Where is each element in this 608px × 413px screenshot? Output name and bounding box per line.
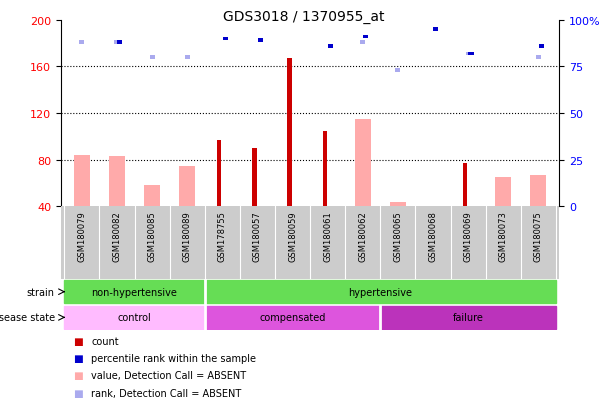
Bar bbox=[434, 28, 438, 32]
Text: GSM180089: GSM180089 bbox=[182, 211, 192, 261]
Bar bbox=[466, 52, 471, 56]
Text: count: count bbox=[91, 336, 119, 346]
Text: GSM180062: GSM180062 bbox=[358, 211, 367, 261]
Bar bbox=[539, 45, 544, 48]
Bar bbox=[328, 45, 333, 48]
Text: ■: ■ bbox=[73, 388, 83, 398]
Text: GSM180068: GSM180068 bbox=[429, 211, 438, 261]
Bar bbox=[150, 56, 154, 59]
Bar bbox=[536, 56, 541, 59]
Bar bbox=[323, 131, 326, 207]
Text: GSM180065: GSM180065 bbox=[393, 211, 402, 261]
Text: ■: ■ bbox=[73, 370, 83, 380]
Bar bbox=[355, 120, 371, 207]
Bar bbox=[205, 280, 556, 304]
Text: GSM180069: GSM180069 bbox=[463, 211, 472, 261]
Text: GDS3018 / 1370955_at: GDS3018 / 1370955_at bbox=[223, 10, 385, 24]
Text: percentile rank within the sample: percentile rank within the sample bbox=[91, 353, 256, 363]
Text: GSM178755: GSM178755 bbox=[218, 211, 227, 261]
Text: GSM180075: GSM180075 bbox=[534, 211, 543, 261]
Bar bbox=[109, 157, 125, 207]
Text: hypertensive: hypertensive bbox=[348, 287, 412, 297]
Text: ■: ■ bbox=[73, 353, 83, 363]
Bar bbox=[205, 306, 380, 329]
Bar bbox=[395, 69, 401, 73]
Text: GSM180061: GSM180061 bbox=[323, 211, 332, 261]
Bar bbox=[179, 166, 195, 207]
Text: rank, Detection Call = ABSENT: rank, Detection Call = ABSENT bbox=[91, 388, 241, 398]
Bar bbox=[64, 306, 205, 329]
Bar bbox=[64, 280, 205, 304]
Text: failure: failure bbox=[452, 313, 483, 323]
Bar bbox=[469, 52, 474, 56]
Bar bbox=[288, 59, 292, 207]
Bar bbox=[217, 140, 221, 207]
Bar bbox=[363, 36, 368, 39]
Text: non-hypertensive: non-hypertensive bbox=[92, 287, 178, 297]
Text: GSM180073: GSM180073 bbox=[499, 211, 508, 261]
Text: GSM180079: GSM180079 bbox=[77, 211, 86, 261]
Bar bbox=[390, 202, 406, 207]
Bar bbox=[252, 149, 257, 207]
Bar bbox=[144, 186, 160, 207]
Text: ■: ■ bbox=[73, 336, 83, 346]
Bar bbox=[496, 178, 511, 207]
Text: GSM180057: GSM180057 bbox=[253, 211, 262, 261]
Bar bbox=[114, 41, 120, 45]
Bar bbox=[360, 41, 365, 45]
Bar bbox=[185, 56, 190, 59]
Bar bbox=[463, 164, 467, 207]
Text: strain: strain bbox=[27, 287, 55, 297]
Text: GSM180059: GSM180059 bbox=[288, 211, 297, 261]
Bar bbox=[223, 38, 228, 41]
Text: value, Detection Call = ABSENT: value, Detection Call = ABSENT bbox=[91, 370, 246, 380]
Text: GSM180082: GSM180082 bbox=[112, 211, 122, 261]
Bar bbox=[74, 156, 90, 207]
Bar bbox=[530, 176, 546, 207]
Bar bbox=[380, 306, 556, 329]
Bar bbox=[258, 39, 263, 43]
Text: compensated: compensated bbox=[260, 313, 326, 323]
Text: disease state: disease state bbox=[0, 313, 55, 323]
Text: GSM180085: GSM180085 bbox=[148, 211, 157, 261]
Bar bbox=[117, 41, 122, 45]
Text: control: control bbox=[118, 313, 151, 323]
Bar bbox=[79, 41, 85, 45]
